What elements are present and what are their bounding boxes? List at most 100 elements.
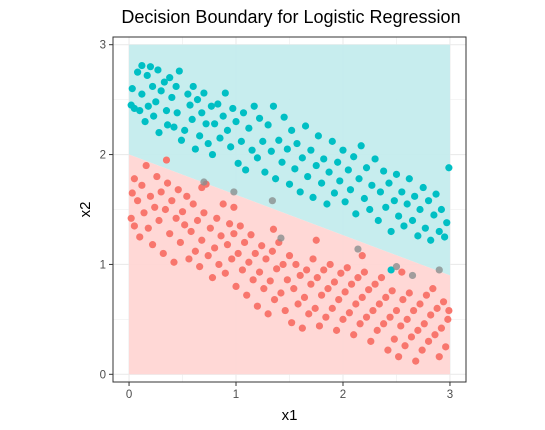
point-class-1 [207,102,216,110]
point-class-0 [300,293,309,301]
point-class-0 [315,322,324,330]
point-class-1 [191,145,199,153]
point-class-0 [395,353,403,361]
point-class-0 [427,311,435,319]
point-class-0 [213,214,221,222]
point-class-0 [326,260,334,269]
point-class-1 [223,126,232,134]
point-class-0 [161,205,170,214]
point-class-0 [211,244,219,252]
point-class-0 [144,224,152,232]
point-class-1 [416,205,424,214]
point-class-1 [184,90,192,98]
point-class-0 [392,306,401,315]
point-class-0 [187,227,195,236]
point-class-0 [208,274,217,282]
point-class-0 [328,304,336,312]
point-class-0 [153,172,161,181]
point-class-0 [148,241,157,249]
point-class-0 [163,179,172,187]
region-class-1 [129,44,450,276]
point-class-1 [208,150,217,159]
point-class-0 [388,287,396,295]
point-class-1 [371,155,379,163]
point-class-1 [360,194,368,203]
point-class-0 [324,285,332,293]
point-class-0 [397,322,405,330]
point-class-1 [291,165,299,173]
point-class-0 [444,315,452,323]
point-class-0 [127,214,135,222]
point-class-1 [138,61,146,70]
y-tick-label: 1 [100,259,106,271]
point-class-0 [347,280,356,288]
point-class-1 [352,210,360,218]
point-class-0 [377,274,386,282]
point-class-0 [189,200,197,208]
point-class-0 [420,320,428,328]
panel-border [112,36,467,383]
point-class-1 [144,102,152,110]
point-class-0 [330,278,339,286]
point-class-0 [185,255,193,263]
point-class-0 [146,192,155,200]
point-boundary [200,178,208,186]
point-class-0 [236,222,244,230]
point-class-0 [418,346,426,354]
point-class-1 [445,164,453,172]
point-class-0 [322,313,330,321]
point-class-1 [248,146,256,154]
point-class-0 [178,208,187,216]
point-class-0 [270,296,279,304]
point-class-0 [219,200,227,208]
point-class-1 [344,166,352,174]
point-class-1 [166,74,174,82]
point-class-1 [437,205,445,214]
point-class-1 [314,132,322,140]
point-class-0 [332,326,341,334]
point-class-0 [245,258,253,266]
point-boundary [435,266,443,274]
point-class-1 [441,233,449,241]
point-class-1 [330,189,339,197]
point-class-1 [168,93,176,102]
point-class-0 [313,274,321,282]
point-class-1 [293,139,301,148]
point-class-1 [250,102,258,110]
point-class-1 [245,124,253,132]
point-class-0 [337,269,345,277]
point-class-1 [411,192,419,200]
point-class-1 [261,168,269,176]
point-class-1 [395,212,403,220]
point-class-1 [405,175,413,183]
point-class-1 [390,197,398,205]
point-class-1 [160,78,168,86]
point-class-0 [416,300,424,308]
point-class-0 [339,315,347,323]
point-class-1 [242,166,250,174]
point-class-0 [258,242,266,250]
point-class-1 [202,120,210,128]
point-class-1 [163,121,172,129]
y-axis-title: x2 [77,202,94,218]
point-class-0 [312,236,320,244]
point-class-1 [288,126,296,134]
point-class-1 [141,118,149,126]
point-class-0 [128,189,136,197]
point-class-1 [414,232,422,240]
point-class-0 [204,252,212,260]
point-class-0 [309,255,317,263]
point-class-1 [309,193,317,202]
point-class-0 [367,337,375,345]
point-class-0 [234,249,242,258]
point-class-0 [362,313,371,321]
point-class-1 [380,167,388,175]
point-class-0 [206,224,214,232]
point-class-0 [290,285,298,293]
point-class-1 [134,68,142,76]
point-class-0 [151,203,159,211]
point-class-1 [237,137,245,145]
point-class-1 [424,197,433,205]
point-class-1 [307,146,315,154]
point-class-0 [273,265,281,273]
